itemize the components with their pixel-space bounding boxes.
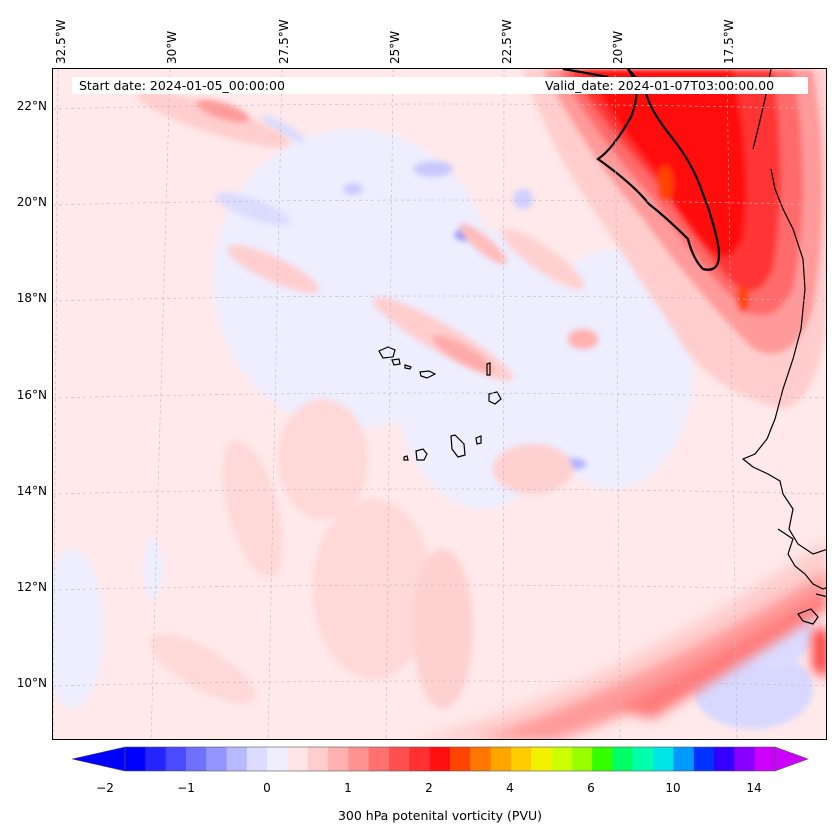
colorbar-swatch: [185, 747, 207, 771]
pv-field-map: [53, 69, 826, 739]
lat-label-16n: 16°N: [16, 388, 47, 402]
lat-label-20n: 20°N: [16, 195, 47, 209]
cape-verde-islands: [378, 346, 502, 461]
colorbar-swatch: [673, 747, 695, 771]
colorbar-tick: 2: [425, 781, 433, 795]
colorbar-swatch: [632, 747, 654, 771]
lon-label-30w: 30°W: [165, 30, 179, 64]
colorbar-swatch: [165, 747, 187, 771]
colorbar-swatch: [531, 747, 553, 771]
colorbar-swatch: [653, 747, 674, 771]
lon-label-22-5w: 22.5°W: [500, 19, 514, 64]
colorbar: [71, 746, 809, 772]
lon-label-17-5w: 17.5°W: [722, 19, 736, 64]
graticule: [53, 69, 826, 739]
colorbar-over-extension: [774, 746, 809, 772]
lat-label-14n: 14°N: [16, 484, 47, 498]
colorbar-label: 300 hPa potenital vorticity (PVU): [337, 808, 543, 823]
lat-label-22n: 22°N: [16, 99, 47, 113]
colorbar-tick: 1: [344, 781, 352, 795]
colorbar-swatch: [714, 747, 735, 771]
colorbar-swatch: [612, 747, 634, 771]
colorbar-swatch: [592, 747, 613, 771]
colorbar-tick: −1: [177, 781, 195, 795]
colorbar-swatch: [226, 747, 248, 771]
lat-label-10n: 10°N: [16, 676, 47, 690]
colorbar-swatch: [510, 747, 532, 771]
colorbar-tick: 4: [506, 781, 514, 795]
lon-label-32-5w: 32.5°W: [54, 19, 68, 64]
colorbar-swatch: [368, 747, 390, 771]
colorbar-swatch: [125, 747, 146, 771]
lon-label-27-5w: 27.5°W: [277, 19, 291, 64]
start-date-label: Start date: 2024-01-05_00:00:00: [79, 78, 285, 93]
positive-pv-streaks: [136, 90, 598, 709]
colorbar-swatch: [409, 747, 431, 771]
lon-label-25w: 25°W: [388, 30, 402, 64]
southern-pv-band: [420, 540, 826, 739]
colorbar-tick: 10: [665, 781, 681, 795]
colorbar-swatch: [267, 747, 288, 771]
colorbar-swatch: [571, 747, 593, 771]
lat-label-18n: 18°N: [16, 291, 47, 305]
colorbar-swatch: [470, 747, 492, 771]
colorbar-swatch: [754, 747, 776, 771]
lat-label-12n: 12°N: [16, 580, 47, 594]
colorbar-border: [124, 746, 776, 772]
colorbar-swatch: [450, 747, 471, 771]
valid-date-label: Valid_date: 2024-01-07T03:00:00.00: [545, 78, 775, 93]
colorbar-swatch: [307, 747, 329, 771]
colorbar-swatch: [246, 747, 268, 771]
colorbar-swatch: [429, 747, 451, 771]
colorbar-tick: −2: [96, 781, 114, 795]
colorbar-swatch: [206, 747, 228, 771]
colorbar-swatch: [734, 747, 756, 771]
lon-label-20w: 20°W: [611, 30, 625, 64]
high-pv-trough: [523, 69, 826, 409]
date-header-box: [72, 77, 808, 94]
colorbar-swatch: [551, 747, 573, 771]
pv-2-contour: [562, 69, 721, 271]
colorbar-swatch: [328, 747, 349, 771]
colorbar-tick: 6: [587, 781, 595, 795]
colorbar-tick: 0: [263, 781, 271, 795]
colorbar-swatch: [693, 747, 715, 771]
colorbar-swatch: [145, 747, 167, 771]
colorbar-swatch: [389, 747, 410, 771]
map-panel: [52, 68, 827, 740]
colorbar-swatch: [287, 747, 309, 771]
colorbar-swatch: [490, 747, 512, 771]
colorbar-under-extension: [71, 746, 126, 772]
colorbar-tick: 14: [746, 781, 762, 795]
colorbar-swatch: [348, 747, 370, 771]
